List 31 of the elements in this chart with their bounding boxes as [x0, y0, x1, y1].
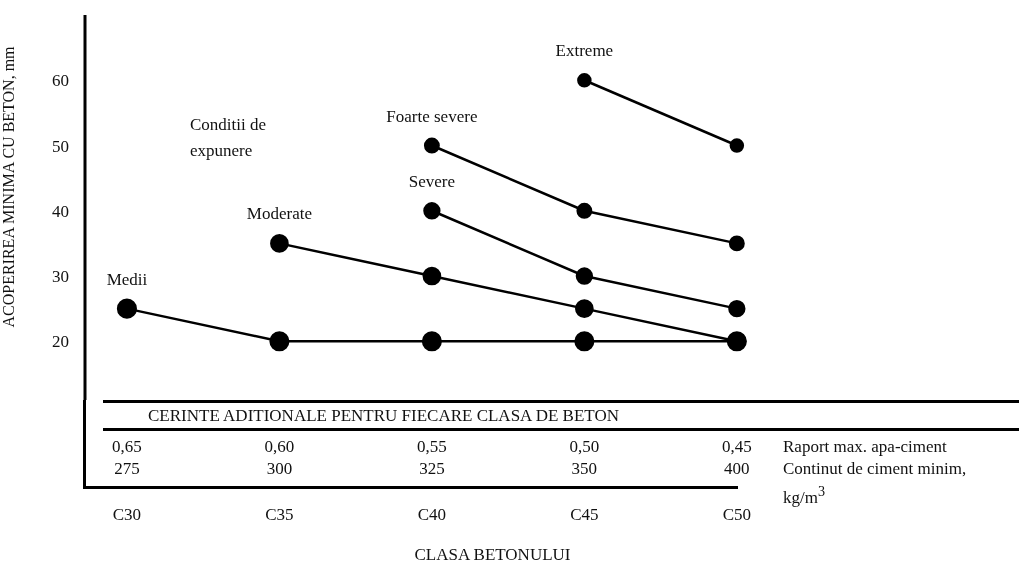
x-tick-label: C45 [570, 505, 599, 524]
text: 325 [418, 458, 446, 480]
x-tick-label: C40 [417, 505, 447, 524]
text: 0,50 [568, 436, 601, 458]
y-axis-title: ACOPERIREA MINIMA CU BETON, mm [0, 45, 17, 328]
text: 400 [723, 458, 751, 480]
text: Raport max. apa-ciment [783, 436, 947, 458]
text: 0,65 [111, 436, 143, 458]
series-label: Extreme [555, 41, 614, 61]
x-tick-label: C35 [265, 505, 294, 524]
text: 350 [570, 458, 599, 480]
annotation: Conditii de expunere [190, 114, 268, 162]
series-label: Foarte severe [386, 106, 478, 126]
text: 0,45 [720, 436, 753, 458]
x-tick-label: C50 [722, 505, 752, 524]
x-tick-label: C30 [112, 505, 142, 524]
y-tick-label: 30 [52, 267, 69, 287]
x-axis-title: CLASA BETONULUI [414, 545, 571, 562]
text: 300 [265, 458, 294, 480]
series-label: Medii [106, 269, 148, 289]
y-tick-label: 40 [52, 201, 69, 221]
y-tick-label: 60 [52, 71, 69, 91]
text: CERINTE ADITIONALE PENTRU FIECARE CLASA DE BETON [148, 405, 619, 427]
y-tick-label: 20 [52, 332, 69, 352]
text: Continut de ciment minim, kg/m$^{3}$ [783, 459, 967, 507]
y-tick-label: 50 [52, 136, 69, 156]
series-label: Moderate [246, 204, 312, 224]
series-label: Severe [408, 171, 456, 191]
text: 0,60 [263, 436, 296, 458]
text: 0,55 [416, 436, 448, 458]
text: 275 [113, 458, 141, 480]
